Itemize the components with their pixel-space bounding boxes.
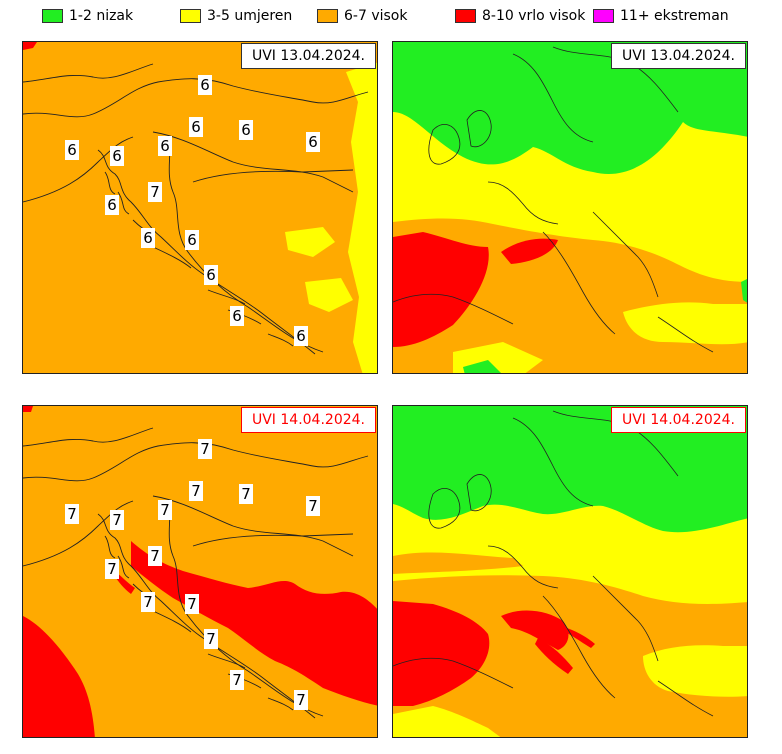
coastline-and-islands (97, 149, 316, 355)
uv-zone-very-high (565, 628, 595, 648)
uvi-value: 7 (65, 504, 79, 524)
uv-zone-moderate (623, 302, 747, 345)
uvi-value: 7 (189, 481, 203, 501)
uvi-value: 6 (189, 117, 203, 137)
uv-zone-high (393, 575, 747, 737)
uv-zone-moderate (305, 278, 353, 312)
uvi-value: 6 (105, 195, 119, 215)
uvi-value: 6 (141, 228, 155, 248)
uvi-value: 7 (204, 629, 218, 649)
uvi-value: 7 (141, 592, 155, 612)
legend-label-high: 6-7 visok (344, 8, 408, 24)
uvi-value: 7 (185, 594, 199, 614)
uvi-value: 6 (185, 230, 199, 250)
uv-zone-high (393, 552, 523, 574)
legend-swatch-extreme (593, 9, 614, 23)
uvi-value: 7 (148, 546, 162, 566)
uv-zone-low (463, 360, 501, 373)
uv-zone-very-high (393, 232, 489, 347)
uv-zone-very-high (501, 238, 558, 264)
uvi-value: 6 (110, 146, 124, 166)
map-europe-day1: UVI 13.04.2024. (392, 41, 748, 374)
uvi-value: 6 (198, 75, 212, 95)
uv-zone-very-high (535, 638, 573, 674)
date-label: UVI 13.04.2024. (240, 43, 376, 69)
map-croatia-day2: UVI 14.04.2024. 7 7 7 7 7 7 7 7 7 7 7 7 … (22, 405, 378, 738)
uv-zone-very-high (23, 406, 33, 412)
uvi-value: 6 (294, 326, 308, 346)
borders (23, 427, 369, 717)
legend-label-low: 1-2 nizak (69, 8, 134, 24)
uv-zone-very-high (393, 601, 490, 706)
borders (23, 63, 369, 353)
uvi-value: 7 (306, 496, 320, 516)
uvi-value: 6 (230, 306, 244, 326)
legend-item-high: 6-7 visok (317, 8, 407, 24)
uvi-value: 7 (148, 182, 162, 202)
date-label: UVI 14.04.2024. (240, 407, 376, 433)
uv-index-legend: 1-2 nizak 3-5 umjeren 6-7 visok 8-10 vrl… (0, 8, 782, 28)
uv-zone-moderate (285, 227, 335, 257)
map-croatia-day1: UVI 13.04.2024. 6 6 6 6 6 6 6 7 6 6 6 6 … (22, 41, 378, 374)
date-label: UVI 14.04.2024. (610, 407, 746, 433)
uv-zone-low (393, 406, 747, 533)
uvi-value: 6 (239, 120, 253, 140)
uvi-value: 7 (230, 670, 244, 690)
legend-item-moderate: 3-5 umjeren (180, 8, 292, 24)
legend-swatch-moderate (180, 9, 201, 23)
uvi-value: 6 (204, 265, 218, 285)
uv-zone-very-high (23, 616, 95, 737)
map-europe-day2: UVI 14.04.2024. (392, 405, 748, 738)
legend-label-moderate: 3-5 umjeren (207, 8, 293, 24)
date-label: UVI 13.04.2024. (610, 43, 746, 69)
uvi-value: 6 (158, 136, 172, 156)
uv-zone-very-high (23, 42, 37, 50)
uv-zone-low (741, 279, 747, 303)
uv-zone-high (23, 42, 377, 373)
legend-item-extreme: 11+ ekstreman (593, 8, 729, 24)
uvi-value: 7 (198, 439, 212, 459)
uv-zone-very-high (131, 541, 377, 706)
uv-map-europe-day2 (393, 406, 747, 737)
uvi-value: 6 (306, 132, 320, 152)
legend-swatch-very-high (455, 9, 476, 23)
uvi-value: 7 (105, 559, 119, 579)
uv-map-croatia-day1 (23, 42, 377, 373)
legend-swatch-low (42, 9, 63, 23)
uvi-value: 7 (110, 510, 124, 530)
legend-label-very-high: 8-10 vrlo visok (482, 8, 586, 24)
uv-zone-moderate (393, 706, 501, 737)
uv-zone-low (393, 42, 747, 174)
legend-item-very-high: 8-10 vrlo visok (455, 8, 585, 24)
uv-zone-moderate (346, 62, 377, 373)
coastlines (393, 410, 714, 717)
uv-zone-very-high (501, 610, 569, 650)
legend-swatch-high (317, 9, 338, 23)
uvi-value: 7 (239, 484, 253, 504)
uv-map-europe-day1 (393, 42, 747, 373)
uvi-value: 7 (158, 500, 172, 520)
legend-item-low: 1-2 nizak (42, 8, 133, 24)
uv-zone-moderate (643, 645, 747, 697)
uvi-value: 6 (65, 140, 79, 160)
uvi-value: 7 (294, 690, 308, 710)
legend-label-extreme: 11+ ekstreman (620, 8, 729, 24)
uv-map-croatia-day2 (23, 406, 377, 737)
